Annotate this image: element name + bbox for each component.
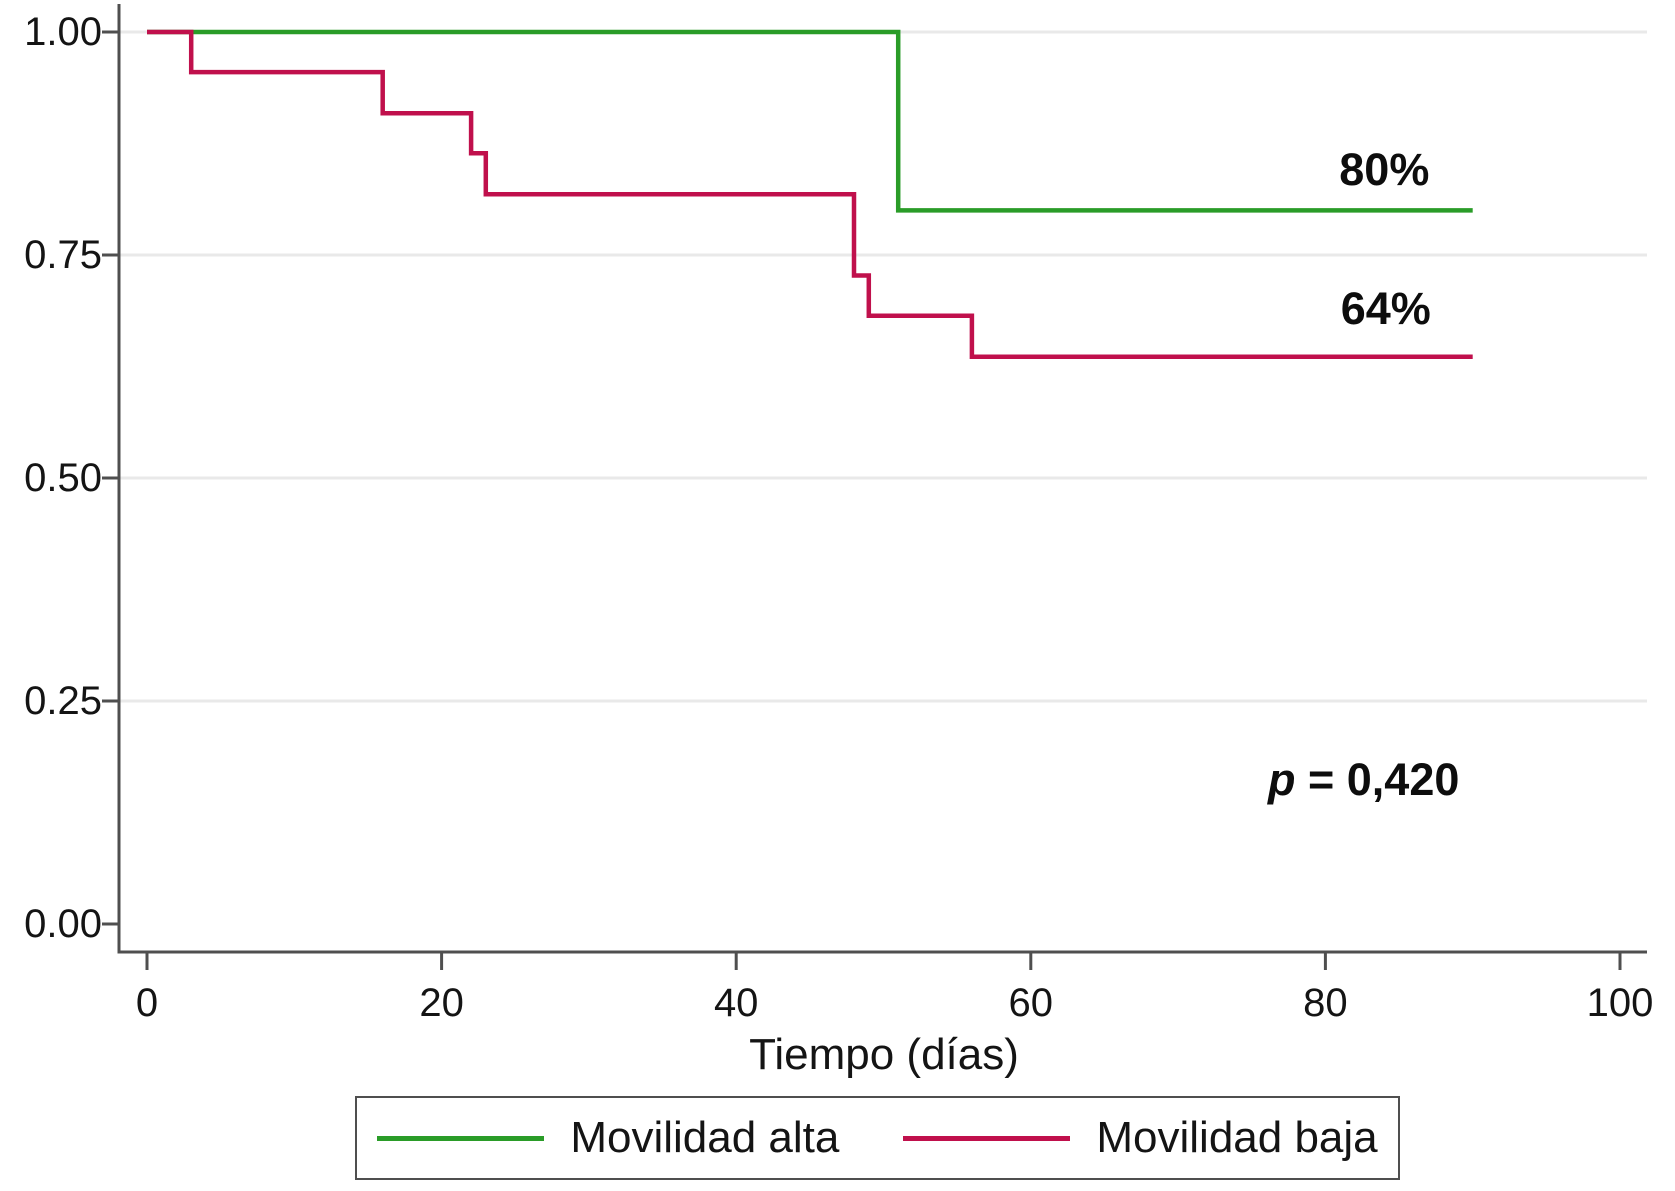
p-value-italic-part: p (1267, 754, 1296, 806)
y-tick-label-0.75: 0.75 (24, 233, 102, 277)
annotation-baja-final-label: 64% (1341, 283, 1431, 335)
x-tick-label-40: 40 (713, 981, 759, 1025)
annotation-alta-final-label: 80% (1339, 144, 1429, 196)
series-path-movilidad-alta (147, 29, 1473, 213)
x-tick-label-60: 60 (1008, 981, 1054, 1025)
baja-final-label-text-part: 64% (1340, 283, 1431, 335)
legend-swatch-movilidad-alta (377, 1135, 545, 1141)
x-tick-label-20: 20 (419, 981, 464, 1025)
x-axis-title: Tiempo (días) (749, 1030, 1019, 1079)
x-tick-label-0: 0 (135, 981, 159, 1025)
x-tick-label-80: 80 (1303, 981, 1348, 1025)
annotation-p-value: p = 0,420 (1268, 754, 1459, 806)
y-tick-label-0.25: 0.25 (24, 679, 102, 723)
legend-label-movilidad-alta: Movilidad alta (570, 1113, 840, 1162)
legend-box: Movilidad alta Movilidad baja (355, 1096, 1400, 1180)
x-tick-label-100: 100 (1586, 981, 1654, 1025)
y-tick-label-1.00: 1.00 (24, 10, 102, 54)
alta-final-label-text-part: 80% (1339, 144, 1430, 196)
y-tick-label-0.50: 0.50 (24, 456, 102, 500)
legend-swatch-movilidad-baja (903, 1135, 1071, 1141)
legend-label-movilidad-baja: Movilidad baja (1096, 1113, 1378, 1162)
y-tick-label-0.00: 0.00 (24, 902, 102, 946)
series-path-movilidad-baja (147, 29, 1473, 359)
p-value-text-part: = 0,420 (1295, 754, 1460, 806)
